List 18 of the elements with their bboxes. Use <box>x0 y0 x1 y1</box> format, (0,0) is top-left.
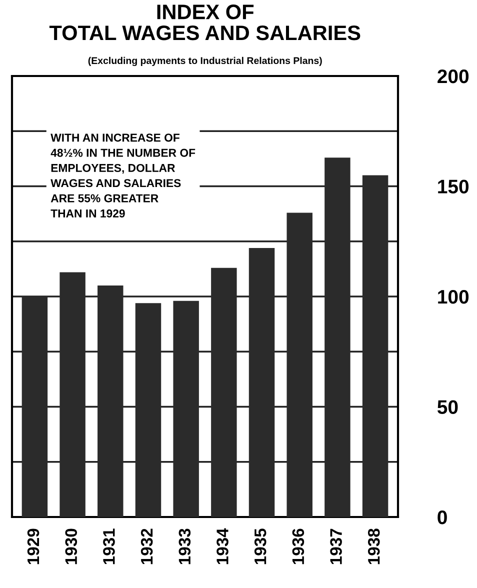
x-tick-label: 1936 <box>292 528 304 564</box>
x-tick-label: 1937 <box>330 528 342 564</box>
y-tick-label: 100 <box>438 290 469 304</box>
x-tick-label: 1935 <box>254 528 266 564</box>
x-tick-label: 1931 <box>103 528 115 564</box>
annotation: WITH AN INCREASE OF 48½% IN THE NUMBER OF EMPLOYEES, DOLLAR WAGES AND SALARIES ARE 55% GREATER THAN IN 1929 <box>50 134 196 218</box>
x-tick-label: 1933 <box>178 528 191 564</box>
y-tick-label: 50 <box>437 400 458 414</box>
chart-subtitle: (Excluding payments to Industrial Relations Plans) <box>88 56 322 66</box>
y-tick-label: 150 <box>438 180 469 194</box>
x-tick-label: 1934 <box>216 528 228 564</box>
x-tick-label: 1929 <box>27 528 40 564</box>
x-tick-label: 1932 <box>140 528 153 564</box>
y-tick-label: 0 <box>438 510 447 524</box>
y-tick-label: 200 <box>438 69 469 84</box>
x-tick-label: 1938 <box>368 528 380 564</box>
x-tick-label: 1930 <box>65 528 78 564</box>
chart-title: INDEX OF TOTAL WAGES AND SALARIES <box>49 4 360 40</box>
